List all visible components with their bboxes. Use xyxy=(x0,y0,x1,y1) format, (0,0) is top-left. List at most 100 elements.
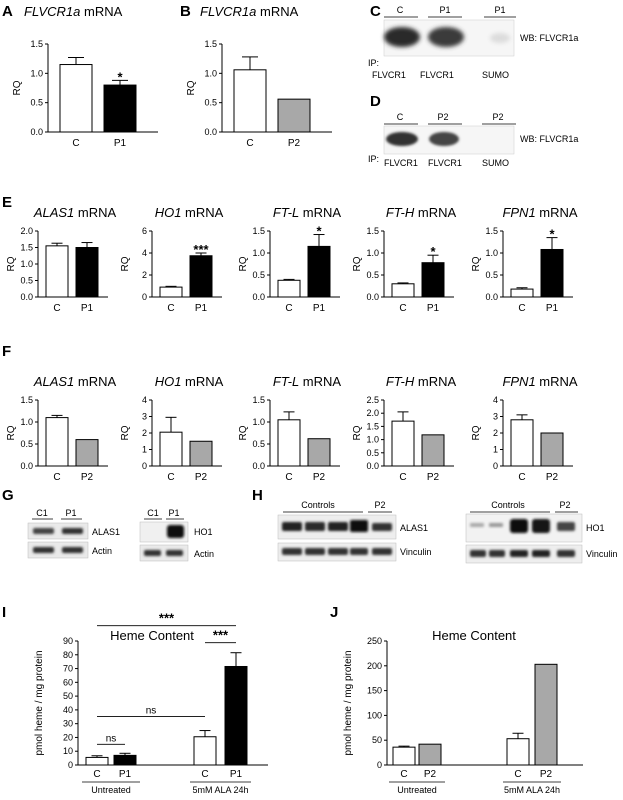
band-label: ALAS1 xyxy=(400,523,428,533)
lane-label: P2 xyxy=(492,112,503,122)
y-tick-label: 60 xyxy=(63,677,73,687)
y-tick-label: 0.5 xyxy=(366,448,379,458)
y-tick-label: 0.5 xyxy=(20,439,33,449)
x-tick-label: C xyxy=(53,303,60,314)
blot-band xyxy=(532,550,550,557)
blot-band xyxy=(372,523,392,531)
y-tick-label: 4 xyxy=(142,395,147,405)
y-axis-label: RQ xyxy=(238,256,249,271)
significance-marker: * xyxy=(117,69,123,84)
chart-title: ALAS1 mRNA xyxy=(33,374,117,389)
x-tick-label: P1 xyxy=(546,303,559,314)
panel-letter-i: I xyxy=(2,604,6,621)
y-tick-label: 0.0 xyxy=(204,127,217,137)
x-tick-label: C xyxy=(201,769,208,780)
wb-label: WB: FLVCR1a xyxy=(520,134,578,144)
blot-band xyxy=(489,550,505,557)
bar-chart: 0 1 2 3 4 RQ C P2 FPN1 mRNA xyxy=(471,374,578,483)
bar xyxy=(233,69,267,133)
y-tick-label: 0.5 xyxy=(366,270,379,280)
lane-label: C1 xyxy=(147,508,159,518)
bar-chart: 0 1 2 3 4 RQ C P2 HO1 mRNA xyxy=(120,374,224,483)
x-tick-label: P2 xyxy=(427,472,440,483)
x-tick-label: P2 xyxy=(313,472,326,483)
y-tick-label: 1.5 xyxy=(20,243,33,253)
panel-letter-d: D xyxy=(370,93,381,110)
blot-band xyxy=(557,550,575,557)
lane-label: C xyxy=(397,5,404,15)
chart-title: HO1 mRNA xyxy=(155,374,224,389)
bar xyxy=(307,438,331,467)
title-gene: FPN1 xyxy=(502,374,535,389)
title-suffix: mRNA xyxy=(181,374,223,389)
y-tick-label: 0.0 xyxy=(20,292,33,302)
title-gene: HO1 xyxy=(155,374,182,389)
bar-chart: 0.0 0.5 1.0 1.5 2.0 RQ C P1 ALAS1 mRNA xyxy=(6,205,117,314)
bar xyxy=(540,432,564,467)
bar xyxy=(277,98,311,133)
lane-label: P1 xyxy=(494,5,505,15)
significance-marker: *** xyxy=(193,242,209,257)
y-axis-label: RQ xyxy=(186,80,197,95)
title-gene: FT-L xyxy=(273,374,299,389)
title-gene: ALAS1 xyxy=(33,205,74,220)
band-label: HO1 xyxy=(586,523,605,533)
y-tick-label: 0.0 xyxy=(366,461,379,471)
blot-band xyxy=(62,528,83,534)
x-tick-label: C xyxy=(246,138,253,149)
y-tick-label: 1.0 xyxy=(485,248,498,258)
y-tick-label: 1.5 xyxy=(30,39,43,49)
group-label: 5mM ALA 24h xyxy=(192,785,248,795)
blot-band xyxy=(510,550,528,557)
title-gene: HO1 xyxy=(155,205,182,220)
y-tick-label: 50 xyxy=(372,735,382,745)
bar-chart: 0 50 100 150 200 250 pmol heme / mg protein C P2… xyxy=(343,636,583,795)
chart-title: FPN1 mRNA xyxy=(502,374,577,389)
x-tick-label: P1 xyxy=(114,138,127,149)
bar-chart: 0.0 0.5 1.0 1.5 RQ C P1 * FT-L mRNA xyxy=(238,205,341,314)
blot-band xyxy=(167,525,184,538)
y-tick-label: 1.5 xyxy=(366,226,379,236)
y-tick-label: 1.0 xyxy=(20,259,33,269)
y-tick-label: 1.0 xyxy=(366,248,379,258)
bar xyxy=(506,738,530,766)
blot-band xyxy=(384,27,420,47)
panel-letter-c: C xyxy=(370,3,381,20)
lane-label: P2 xyxy=(437,112,448,122)
blot-band xyxy=(490,33,510,43)
y-axis-label: RQ xyxy=(352,425,363,440)
bar xyxy=(307,245,331,298)
bar xyxy=(540,248,564,298)
bar xyxy=(45,245,69,298)
chart-title-i: Heme Content xyxy=(110,628,194,643)
group-label: Untreated xyxy=(91,785,131,795)
y-tick-label: 10 xyxy=(63,746,73,756)
bar xyxy=(75,247,99,298)
y-tick-label: 1.0 xyxy=(252,248,265,258)
bar xyxy=(85,756,109,766)
y-tick-label: 0.5 xyxy=(252,270,265,280)
blot-band xyxy=(144,550,161,556)
y-tick-label: 200 xyxy=(367,661,382,671)
blot-band xyxy=(350,548,368,555)
wb-label: WB: FLVCR1a xyxy=(520,33,578,43)
blot-band xyxy=(470,523,484,527)
y-tick-label: 1.5 xyxy=(366,421,379,431)
bar xyxy=(534,663,558,766)
x-tick-label: P1 xyxy=(427,303,440,314)
bar-chart: 0 10 20 30 40 50 60 70 80 90 pmol heme / mg protei… xyxy=(34,611,268,795)
y-tick-label: 250 xyxy=(367,636,382,646)
ip-item: FLVCR1 xyxy=(372,70,406,80)
x-tick-label: C xyxy=(518,472,525,483)
chart-title: FT-H mRNA xyxy=(386,205,457,220)
title-gene: FT-H xyxy=(386,205,415,220)
band-label: Actin xyxy=(194,549,214,559)
y-tick-label: 0.0 xyxy=(366,292,379,302)
blot-band xyxy=(166,550,183,556)
x-tick-label: P1 xyxy=(81,303,94,314)
blot-d: C P2 P2 WB: FLVCR1a IP: FLVCR1 FLVCR1 SU… xyxy=(368,112,578,168)
y-tick-label: 1 xyxy=(493,445,498,455)
blot-band xyxy=(282,522,302,531)
panel-letter-f: F xyxy=(2,343,11,360)
chart-title: FT-H mRNA xyxy=(386,374,457,389)
